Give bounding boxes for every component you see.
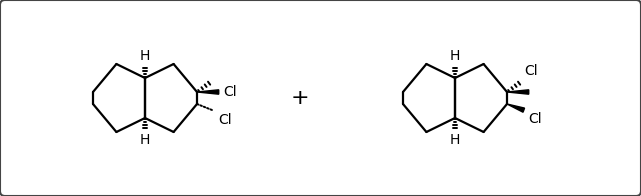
Text: H: H: [450, 133, 460, 147]
Polygon shape: [197, 90, 219, 94]
Text: H: H: [140, 133, 150, 147]
Text: H: H: [450, 49, 460, 63]
Polygon shape: [507, 104, 524, 112]
Polygon shape: [507, 90, 529, 94]
Text: Cl: Cl: [524, 64, 537, 78]
Text: Cl: Cl: [218, 113, 231, 127]
Text: H: H: [140, 49, 150, 63]
Text: Cl: Cl: [528, 112, 542, 126]
Text: Cl: Cl: [224, 85, 237, 99]
Text: +: +: [290, 88, 310, 108]
